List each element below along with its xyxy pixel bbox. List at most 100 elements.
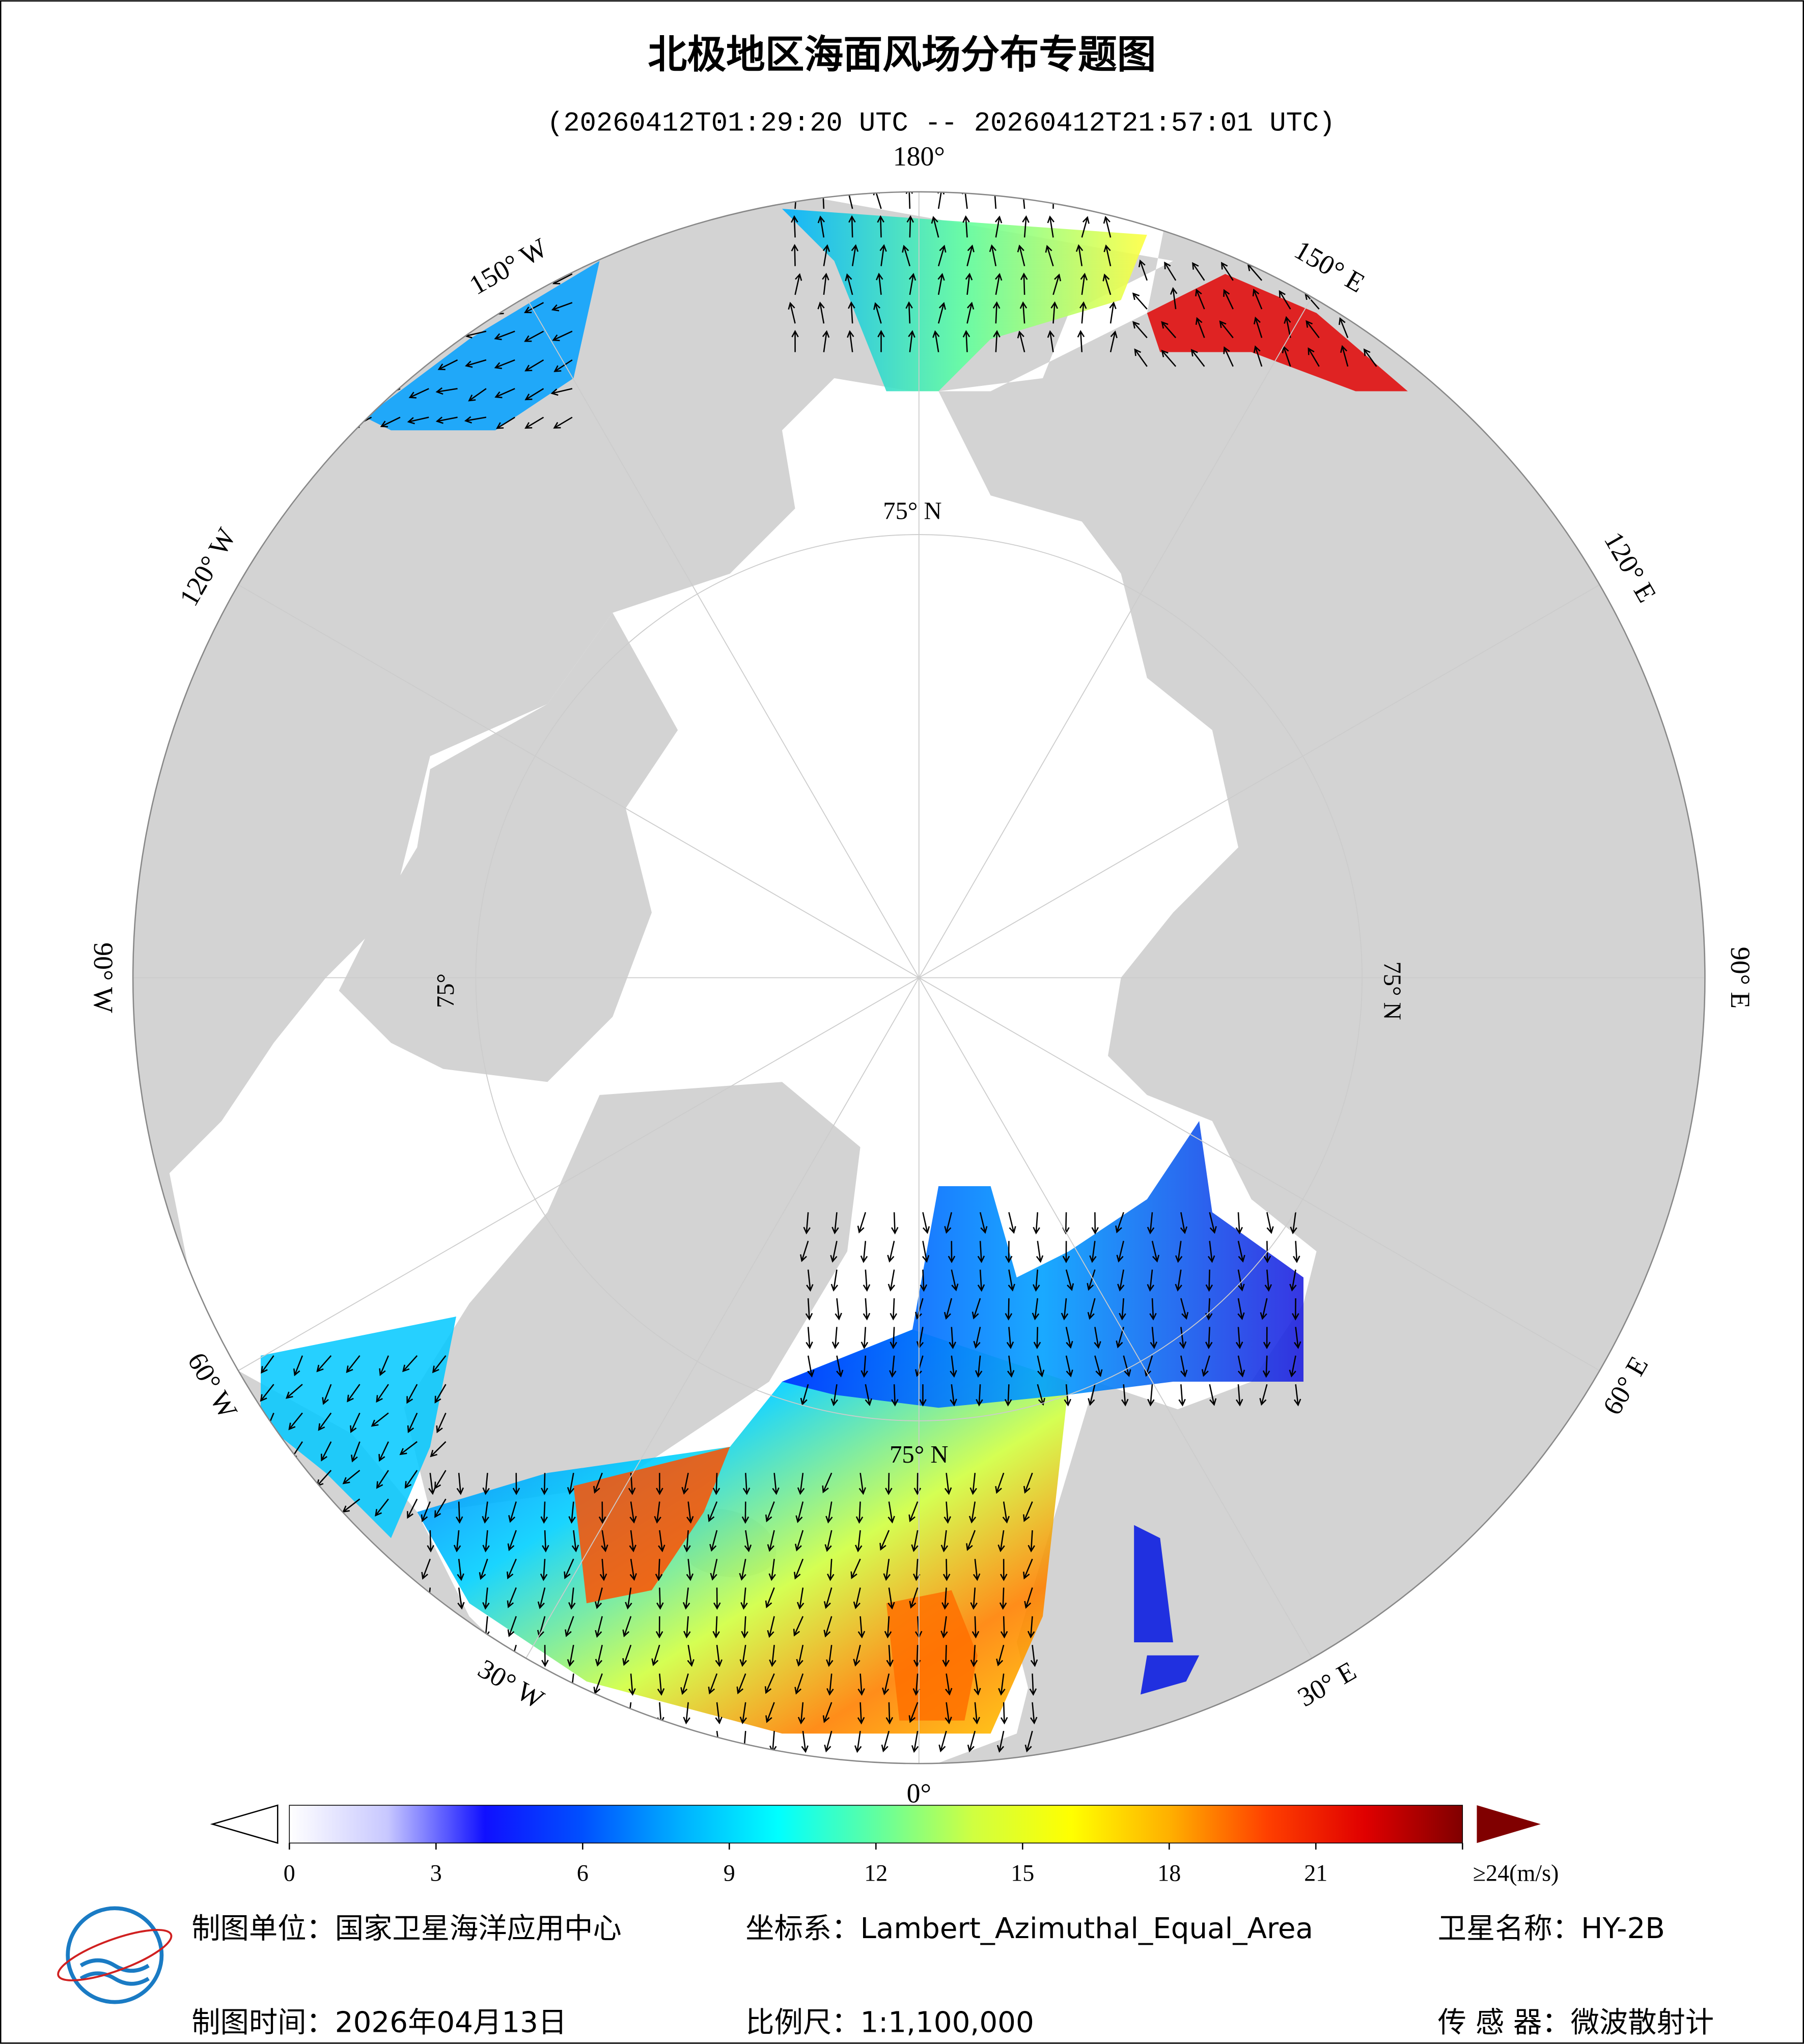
wind-arrow bbox=[877, 330, 885, 352]
colorbar-tick-label: 3 bbox=[430, 1860, 442, 1886]
wind-arrow bbox=[911, 1730, 919, 1753]
wind-arrow bbox=[848, 301, 855, 324]
wind-arrow bbox=[1008, 1269, 1015, 1292]
wind-arrow bbox=[822, 1702, 832, 1723]
wind-arrow bbox=[905, 191, 913, 209]
wind-arrow bbox=[1180, 1298, 1189, 1320]
wind-arrow bbox=[1047, 215, 1054, 238]
wind-arrow bbox=[1306, 320, 1320, 339]
wind-arrow bbox=[524, 330, 544, 342]
wind-arrow bbox=[817, 301, 825, 324]
wind-arrow bbox=[1087, 1269, 1096, 1291]
wind-arrow bbox=[887, 1269, 896, 1292]
wind-arrow bbox=[765, 1587, 775, 1609]
wind-arrow bbox=[944, 1212, 953, 1234]
wind-arrow bbox=[432, 1355, 447, 1374]
wind-arrow bbox=[1175, 1269, 1182, 1292]
wind-arrow bbox=[768, 1559, 776, 1581]
wind-arrow bbox=[857, 1702, 865, 1725]
wind-arrow bbox=[651, 1644, 660, 1666]
wind-arrow bbox=[656, 1587, 664, 1610]
wind-arrow bbox=[830, 1384, 839, 1407]
wind-arrow bbox=[853, 1644, 861, 1667]
wind-arrow bbox=[1178, 1384, 1186, 1407]
wind-arrow bbox=[568, 1587, 576, 1610]
wind-arrow bbox=[430, 1441, 447, 1458]
wind-arrow bbox=[568, 1501, 576, 1524]
wind-arrow bbox=[1030, 1645, 1038, 1667]
wind-arrow bbox=[931, 216, 939, 238]
wind-arrow bbox=[885, 1702, 894, 1725]
footer-satellite: 卫星名称：HY-2B bbox=[1438, 1912, 1665, 1945]
wind-arrow bbox=[1002, 1501, 1010, 1524]
wind-arrow bbox=[827, 1559, 835, 1581]
colorbar-tick-label: ≥24(m/s) bbox=[1473, 1860, 1559, 1886]
wind-arrow bbox=[1190, 349, 1205, 367]
wind-arrow bbox=[321, 1441, 332, 1462]
wind-arrow bbox=[1192, 262, 1205, 281]
wind-arrow bbox=[407, 1498, 418, 1519]
wind-arrow bbox=[861, 1327, 869, 1350]
wind-arrow bbox=[765, 1501, 775, 1523]
wind-arrow bbox=[380, 416, 401, 428]
wind-arrow bbox=[908, 1702, 919, 1723]
wind-arrow bbox=[1005, 1298, 1013, 1321]
title: 北极地区海面风场分布专题图 bbox=[648, 33, 1156, 78]
wind-arrow bbox=[404, 1470, 418, 1489]
wind-arrow bbox=[1089, 1241, 1097, 1263]
wind-arrow bbox=[791, 215, 798, 238]
wind-arrow bbox=[908, 330, 915, 352]
wind-arrow bbox=[1339, 317, 1349, 338]
wind-arrow bbox=[1030, 1702, 1038, 1725]
wind-baltic bbox=[1134, 1525, 1200, 1695]
wind-arrow bbox=[764, 1673, 775, 1694]
wind-arrow bbox=[1175, 1241, 1183, 1263]
wind-arrow bbox=[975, 1355, 983, 1378]
wind-arrow bbox=[457, 1559, 464, 1581]
meridian bbox=[919, 977, 1600, 1371]
wind-arrow bbox=[835, 1298, 842, 1321]
wind-arrow bbox=[1027, 1616, 1035, 1639]
colorbar-gradient bbox=[289, 1805, 1463, 1844]
wind-arrow bbox=[945, 1673, 953, 1696]
wind-arrow bbox=[1289, 1355, 1296, 1378]
wind-arrow bbox=[595, 1616, 603, 1638]
map-border bbox=[132, 191, 1706, 1765]
wind-arrow bbox=[1079, 301, 1087, 324]
wind-arrow bbox=[1087, 1298, 1096, 1320]
wind-arrow bbox=[686, 1559, 694, 1581]
wind-arrow bbox=[824, 1730, 832, 1753]
wind-arrow bbox=[877, 215, 884, 238]
wind-arrow bbox=[482, 1473, 490, 1495]
wind-arrow bbox=[741, 1616, 748, 1639]
wind-arrow bbox=[656, 1473, 663, 1495]
meridian bbox=[525, 977, 920, 1659]
wind-arrow bbox=[1064, 1384, 1071, 1407]
wind-arrow bbox=[482, 1530, 490, 1553]
wind-arrow bbox=[977, 1269, 985, 1292]
wind-arrow bbox=[941, 1587, 949, 1610]
wind-arrow bbox=[457, 1587, 465, 1610]
wind-arrow bbox=[1161, 321, 1177, 339]
wind-arrow bbox=[407, 1412, 418, 1434]
wind-arrow bbox=[937, 302, 946, 324]
wind-arrow bbox=[943, 1298, 953, 1320]
parallel-label: 75° bbox=[432, 973, 459, 1008]
wind-arrow bbox=[421, 1501, 431, 1523]
wind-arrow bbox=[972, 1616, 980, 1639]
wind-arrow bbox=[261, 1355, 274, 1374]
wind-arrow bbox=[970, 1587, 978, 1610]
wind-arrow bbox=[806, 1327, 813, 1350]
wind-arrow bbox=[540, 1501, 548, 1524]
wind-arrow bbox=[1253, 345, 1263, 367]
wind-arrow bbox=[1263, 1327, 1271, 1350]
wind-arrow bbox=[882, 1673, 890, 1696]
wind-arrow bbox=[905, 301, 913, 324]
wind-arrow bbox=[847, 330, 854, 352]
wind-arrow bbox=[1262, 1355, 1270, 1378]
wind-arrow bbox=[767, 1530, 775, 1552]
wind-arrow bbox=[1179, 1327, 1187, 1349]
wind-arrow bbox=[932, 330, 940, 352]
wind-arrow bbox=[1259, 1384, 1268, 1406]
